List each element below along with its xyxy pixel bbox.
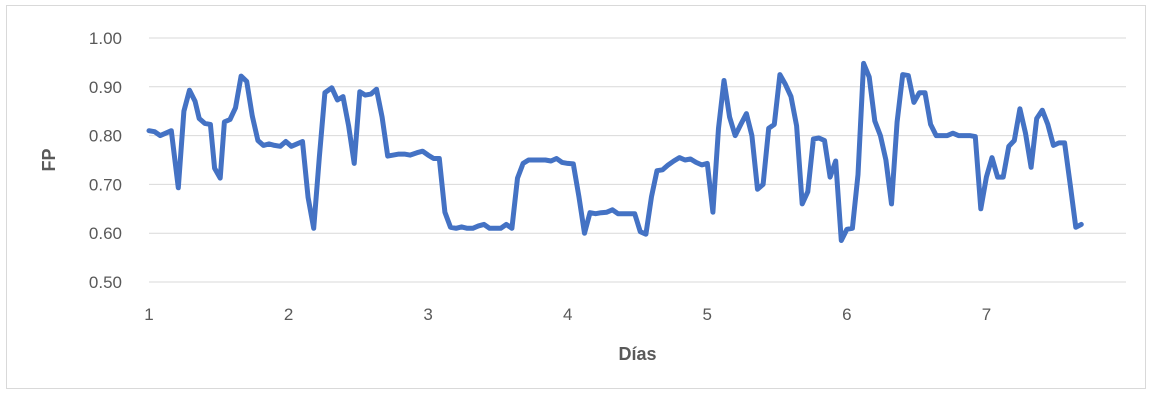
x-tick-label: 7 bbox=[982, 305, 991, 324]
x-tick-label: 5 bbox=[703, 305, 712, 324]
x-tick-label: 1 bbox=[144, 305, 153, 324]
x-axis-title: Días bbox=[618, 344, 656, 364]
x-axis-tick-labels: 1 2 3 4 5 6 7 bbox=[144, 305, 991, 324]
y-tick-label: 1.00 bbox=[89, 29, 122, 48]
y-tick-label: 0.60 bbox=[89, 224, 122, 243]
y-tick-label: 0.70 bbox=[89, 175, 122, 194]
x-tick-label: 4 bbox=[563, 305, 572, 324]
x-tick-label: 3 bbox=[423, 305, 432, 324]
y-axis-title: FP bbox=[39, 148, 59, 171]
y-axis-tick-labels: 0.50 0.60 0.70 0.80 0.90 1.00 bbox=[89, 29, 122, 292]
chart-area: 0.50 0.60 0.70 0.80 0.90 1.00 1 2 3 4 5 6 7 FP Días bbox=[6, 5, 1146, 389]
y-tick-label: 0.80 bbox=[89, 127, 122, 146]
y-tick-label: 0.50 bbox=[89, 273, 122, 292]
x-tick-label: 2 bbox=[284, 305, 293, 324]
gridlines bbox=[149, 37, 1126, 234]
y-tick-label: 0.90 bbox=[89, 78, 122, 97]
line-chart: 0.50 0.60 0.70 0.80 0.90 1.00 1 2 3 4 5 6 7 FP Días bbox=[39, 29, 1126, 364]
x-tick-label: 6 bbox=[842, 305, 851, 324]
series-line bbox=[146, 60, 1084, 243]
